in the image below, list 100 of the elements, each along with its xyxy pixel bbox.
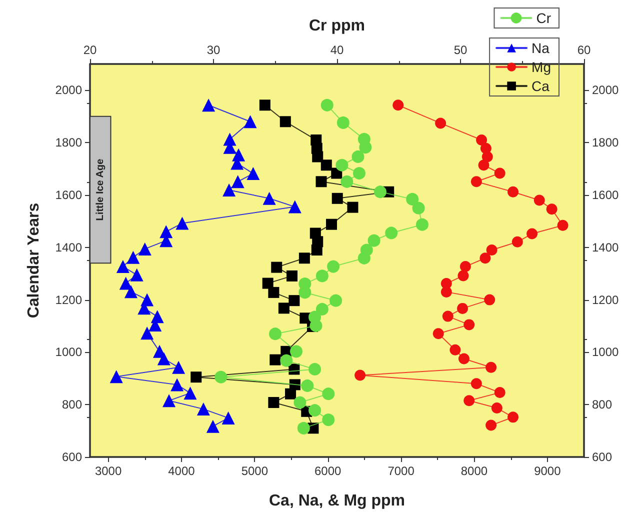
legend-label: Na — [532, 40, 550, 56]
point — [486, 420, 497, 431]
x-tick-label: 8000 — [460, 464, 488, 478]
point — [140, 293, 154, 306]
y-tick-label: 2000 — [55, 83, 82, 98]
y-tick-label: 1400 — [55, 240, 82, 254]
point — [332, 192, 343, 204]
point — [464, 319, 475, 330]
point — [244, 115, 257, 128]
point — [262, 192, 276, 205]
x-axis-title: Ca, Na, & Mg ppm — [268, 492, 406, 510]
x2-tick-label: 40 — [330, 43, 344, 57]
y-tick-label: 1600 — [55, 188, 82, 202]
y2-tick-label: 1600 — [592, 188, 620, 202]
point — [457, 302, 468, 314]
point — [259, 100, 270, 111]
x2-axis-title: Cr ppm — [309, 18, 365, 34]
y-axis-title: Calendar Years — [26, 202, 42, 318]
point — [354, 370, 366, 381]
point — [119, 276, 132, 290]
point — [124, 285, 138, 298]
point — [130, 268, 144, 282]
point — [347, 202, 358, 213]
point — [231, 175, 244, 188]
x2-tick-label: 60 — [577, 43, 591, 57]
y-tick-label: 1200 — [55, 292, 82, 307]
y2-tick-label: 1000 — [592, 345, 620, 360]
point — [160, 225, 173, 238]
y2-tick-label: 600 — [592, 450, 612, 464]
point — [484, 294, 496, 306]
x-tick-label: 6000 — [314, 464, 342, 478]
point — [116, 260, 130, 274]
point — [458, 270, 469, 282]
point — [176, 216, 189, 230]
point — [478, 160, 490, 171]
point — [285, 388, 296, 400]
point — [442, 310, 454, 322]
point — [526, 228, 538, 240]
x-tick-label: 4000 — [168, 464, 196, 478]
point — [310, 134, 322, 146]
point — [246, 167, 260, 180]
point — [508, 186, 519, 198]
point — [288, 295, 300, 306]
point — [206, 420, 220, 433]
point — [486, 244, 498, 256]
point — [138, 242, 152, 256]
point — [491, 402, 502, 414]
legend-label: Cr — [536, 10, 552, 26]
y-tick-label: 600 — [62, 450, 82, 464]
point — [202, 98, 216, 112]
point — [470, 176, 482, 188]
point — [458, 353, 470, 364]
x2-tick-label: 20 — [83, 43, 97, 57]
y2-tick-label: 1400 — [592, 240, 620, 254]
point — [150, 310, 164, 324]
point — [268, 397, 280, 408]
point — [508, 412, 519, 423]
point — [286, 270, 298, 282]
point — [280, 116, 291, 128]
point — [172, 360, 186, 374]
y-tick-label: 800 — [62, 398, 82, 412]
point — [546, 204, 558, 215]
point — [326, 218, 338, 230]
point — [289, 379, 300, 390]
point — [557, 220, 568, 231]
legend-label: Ca — [532, 78, 550, 94]
y2-tick-label: 800 — [592, 398, 612, 412]
point — [162, 394, 176, 408]
y-tick-label: 1800 — [55, 136, 82, 150]
point — [288, 200, 302, 214]
x-tick-label: 7000 — [388, 464, 415, 478]
point — [512, 236, 523, 248]
x2-tick-label: 50 — [454, 43, 468, 57]
point — [440, 278, 452, 290]
point — [232, 148, 246, 162]
y2-tick-label: 1200 — [592, 292, 620, 307]
point — [435, 118, 446, 129]
x-tick-label: 5000 — [241, 464, 268, 478]
point — [316, 176, 327, 188]
point — [196, 402, 210, 416]
point — [432, 328, 444, 340]
point — [480, 142, 492, 154]
y-tick-label: 1000 — [55, 345, 82, 360]
point — [222, 411, 235, 424]
point — [320, 160, 332, 171]
point — [222, 184, 236, 197]
point — [170, 378, 184, 392]
point — [450, 344, 461, 356]
point — [271, 262, 282, 273]
point — [486, 362, 497, 373]
point — [268, 286, 280, 298]
point — [298, 252, 310, 264]
x2-tick-label: 30 — [206, 43, 220, 57]
point — [184, 386, 197, 400]
point — [270, 354, 281, 366]
point — [470, 378, 482, 390]
point — [140, 326, 154, 340]
point — [110, 370, 123, 384]
band-label: Little Ice Age — [94, 158, 106, 221]
y2-tick-label: 2000 — [592, 83, 620, 98]
